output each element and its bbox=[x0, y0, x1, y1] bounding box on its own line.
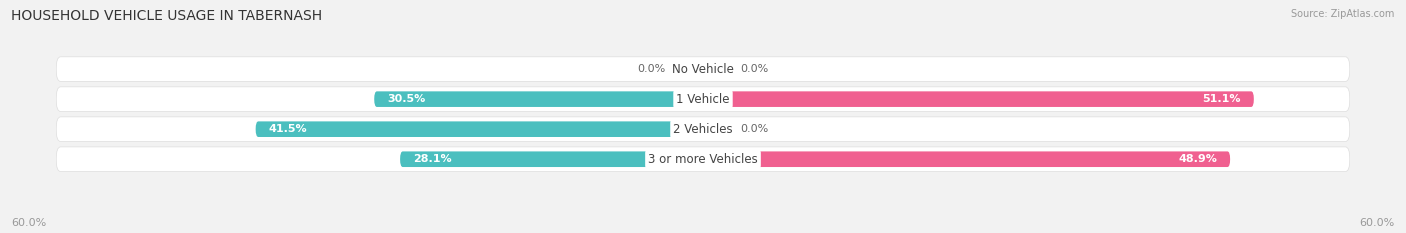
Text: 48.9%: 48.9% bbox=[1178, 154, 1218, 164]
Text: HOUSEHOLD VEHICLE USAGE IN TABERNASH: HOUSEHOLD VEHICLE USAGE IN TABERNASH bbox=[11, 9, 322, 23]
Text: 60.0%: 60.0% bbox=[11, 218, 46, 228]
Text: 0.0%: 0.0% bbox=[637, 64, 665, 74]
Text: 0.0%: 0.0% bbox=[741, 64, 769, 74]
FancyBboxPatch shape bbox=[703, 61, 730, 77]
FancyBboxPatch shape bbox=[676, 61, 703, 77]
FancyBboxPatch shape bbox=[56, 87, 1350, 111]
Text: Source: ZipAtlas.com: Source: ZipAtlas.com bbox=[1291, 9, 1395, 19]
Text: 0.0%: 0.0% bbox=[741, 124, 769, 134]
Text: No Vehicle: No Vehicle bbox=[672, 63, 734, 76]
FancyBboxPatch shape bbox=[703, 91, 1254, 107]
FancyBboxPatch shape bbox=[703, 151, 1230, 167]
FancyBboxPatch shape bbox=[56, 57, 1350, 82]
Text: 28.1%: 28.1% bbox=[413, 154, 451, 164]
Text: 1 Vehicle: 1 Vehicle bbox=[676, 93, 730, 106]
FancyBboxPatch shape bbox=[401, 151, 703, 167]
FancyBboxPatch shape bbox=[256, 121, 703, 137]
FancyBboxPatch shape bbox=[374, 91, 703, 107]
FancyBboxPatch shape bbox=[56, 147, 1350, 171]
Text: 41.5%: 41.5% bbox=[269, 124, 308, 134]
Text: 51.1%: 51.1% bbox=[1202, 94, 1241, 104]
FancyBboxPatch shape bbox=[56, 117, 1350, 141]
Text: 60.0%: 60.0% bbox=[1360, 218, 1395, 228]
Text: 3 or more Vehicles: 3 or more Vehicles bbox=[648, 153, 758, 166]
Text: 2 Vehicles: 2 Vehicles bbox=[673, 123, 733, 136]
Text: 30.5%: 30.5% bbox=[387, 94, 426, 104]
FancyBboxPatch shape bbox=[703, 121, 730, 137]
